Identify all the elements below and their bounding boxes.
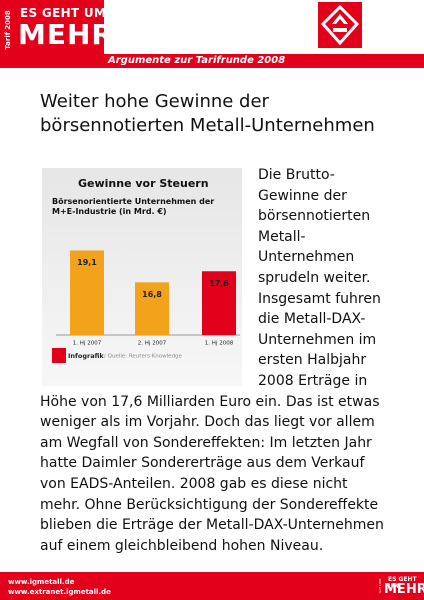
footer-link: www.igmetall.de bbox=[8, 578, 75, 586]
footer-link: www.extranet.igmetall.de bbox=[8, 588, 111, 596]
bar bbox=[202, 271, 236, 335]
footer bbox=[0, 572, 424, 600]
header-tag: Tarif 2008 bbox=[4, 10, 12, 50]
bar bbox=[135, 282, 169, 335]
content: Gewinne vor Steuern Börsenorientierte Un… bbox=[40, 165, 392, 556]
mini-logo bbox=[52, 348, 66, 363]
brand-bottom: MEHR bbox=[18, 18, 114, 51]
x-tick-label: 1. Hj 2008 bbox=[205, 341, 234, 347]
footer-brand-bottom: MEHR bbox=[384, 582, 424, 597]
infographic: Gewinne vor Steuern Börsenorientierte Un… bbox=[42, 168, 242, 386]
header-band bbox=[0, 54, 424, 68]
chart-title: Gewinne vor Steuern bbox=[78, 177, 209, 190]
logo bbox=[318, 2, 362, 48]
source: / Quelle: Reuters Knowledge bbox=[104, 354, 183, 360]
value-label: 16,8 bbox=[142, 290, 162, 299]
headline: Weiter hohe Gewinne der börsennotierten … bbox=[40, 91, 375, 136]
header-subtitle: Argumente zur Tarifrunde 2008 bbox=[108, 55, 286, 66]
source-label: Infografik bbox=[68, 352, 104, 360]
footer-brand-top: ES GEHT UM bbox=[388, 576, 417, 590]
x-tick-label: 2. Hj 2007 bbox=[138, 341, 167, 347]
body-text: Die Brutto-Gewinne der börsennotierten M… bbox=[40, 167, 384, 554]
value-label: 17,6 bbox=[209, 279, 229, 288]
chart-subtitle: Börsenorientierte Unternehmen der M+E-Ind… bbox=[52, 197, 214, 216]
x-tick-label: 1. Hj 2007 bbox=[73, 341, 102, 347]
bar bbox=[70, 250, 104, 335]
brand-top: ES GEHT UM bbox=[20, 6, 107, 20]
value-label: 19,1 bbox=[77, 258, 97, 267]
chart: Gewinne vor Steuern Börsenorientierte Un… bbox=[52, 177, 240, 363]
footer-tag: Tarif 2008 bbox=[378, 578, 382, 594]
